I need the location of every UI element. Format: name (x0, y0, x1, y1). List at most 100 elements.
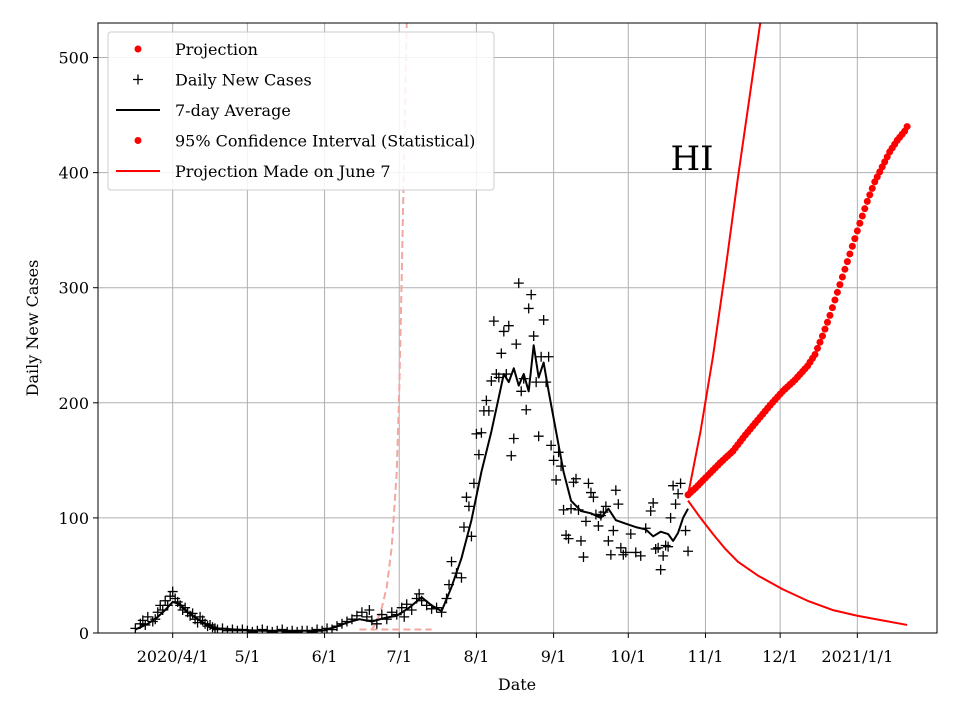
data-point (416, 595, 427, 606)
data-point (436, 607, 447, 618)
data-point (580, 516, 591, 527)
projection-point (856, 219, 864, 227)
legend-label: Projection (175, 40, 258, 59)
projection-point (848, 242, 856, 250)
data-point (511, 339, 522, 350)
data-point (543, 351, 554, 362)
data-point (673, 488, 684, 499)
ticks: 2020/4/1 5/1 6/1 7/1 8/1 9/1 10/1 11/1 12/1 2021/… (58, 49, 893, 666)
legend-entry-7-day-average: 7-day Average (116, 101, 291, 120)
data-point (441, 593, 452, 604)
x-axis-label: Date (498, 675, 536, 694)
data-point (645, 506, 656, 516)
projection-point (823, 318, 831, 326)
data-point (600, 501, 611, 512)
data-point (663, 541, 674, 552)
legend-marker (133, 74, 143, 85)
x-tick-label: 6/1 (312, 647, 338, 666)
series-line (687, 23, 762, 496)
data-point (292, 626, 303, 633)
data-point (615, 542, 626, 553)
data-point (282, 626, 293, 633)
projection-point (821, 325, 829, 333)
data-point (498, 326, 509, 337)
data-point (588, 492, 599, 503)
projection-point (868, 184, 876, 192)
data-point (262, 625, 273, 633)
data-point (336, 618, 347, 629)
data-point (683, 546, 694, 557)
data-point (140, 619, 151, 630)
data-point (640, 523, 651, 534)
data-point (267, 626, 278, 633)
data-point (578, 552, 589, 563)
data-point (252, 625, 263, 633)
x-tick-label: 10/1 (610, 647, 646, 666)
data-point (531, 377, 542, 388)
data-point (364, 604, 375, 615)
data-point (458, 522, 469, 533)
data-point (466, 531, 477, 542)
projection-point (833, 288, 841, 296)
x-tick-label: 5/1 (235, 647, 261, 666)
x-tick-label: 9/1 (541, 647, 567, 666)
data-point (180, 602, 191, 613)
legend-label: 7-day Average (175, 101, 291, 120)
data-point (668, 480, 679, 491)
state-label: HI (670, 139, 713, 179)
projection-point (811, 350, 819, 358)
data-point (381, 614, 392, 625)
plot-frame (97, 22, 938, 634)
x-tick-label: 11/1 (687, 647, 723, 666)
data-point (426, 603, 437, 614)
data-point (444, 579, 455, 590)
projection-point (826, 311, 834, 319)
projection-point (903, 123, 911, 131)
data-point (513, 278, 524, 289)
data-point (488, 316, 499, 327)
series-projection (684, 123, 911, 499)
data-point (538, 314, 549, 325)
data-point (548, 455, 559, 466)
data-point (406, 604, 417, 615)
data-point (411, 593, 422, 604)
data-point (486, 375, 497, 386)
data-point (541, 377, 552, 388)
data-point (142, 611, 153, 622)
data-point (481, 395, 492, 406)
data-point (618, 549, 629, 560)
data-point (187, 608, 198, 619)
data-point (571, 473, 582, 484)
legend-marker (134, 45, 142, 53)
data-point (175, 600, 186, 611)
data-point (473, 449, 484, 460)
data-point (650, 543, 661, 554)
y-tick-label: 0 (79, 624, 89, 643)
projection-point (841, 265, 849, 273)
legend-entry-95-confidence-interval-statistical: 95% Confidence Interval (Statistical) (134, 132, 475, 151)
data-point (192, 617, 203, 628)
data-point (496, 348, 507, 359)
data-point (386, 607, 397, 618)
data-point (608, 525, 619, 536)
data-point (620, 547, 631, 558)
data-point (476, 427, 487, 438)
data-point (551, 474, 562, 485)
legend-label: Daily New Cases (175, 71, 312, 90)
data-point (217, 623, 228, 633)
projection-point (838, 273, 846, 281)
x-tick-label: 8/1 (464, 647, 490, 666)
projection-point (828, 304, 836, 312)
data-point (463, 501, 474, 512)
data-point (317, 625, 328, 633)
data-point (468, 478, 479, 489)
x-tick-label: 7/1 (386, 647, 412, 666)
data-point (371, 618, 382, 629)
projection-point (863, 197, 871, 205)
projection-point (853, 227, 861, 235)
y-tick-label: 500 (58, 49, 89, 68)
data-point (177, 604, 188, 615)
data-point (603, 535, 614, 546)
data-point (167, 586, 178, 597)
